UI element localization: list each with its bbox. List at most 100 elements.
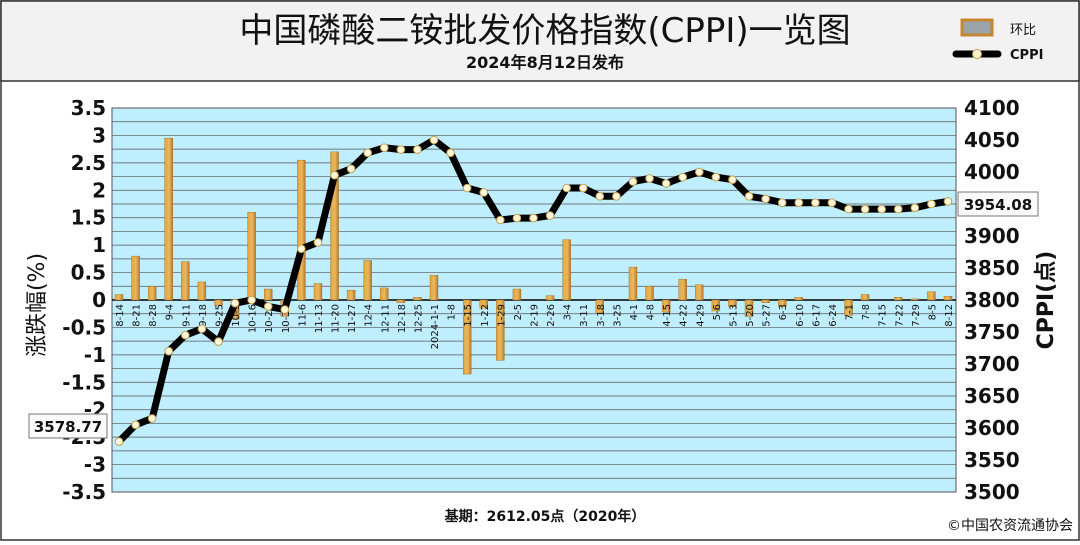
x-tick-label: 10-30 [281,304,292,333]
right-tick-label: 3800 [964,288,1020,312]
legend: 环比 CPPI [952,18,1043,63]
legend-bar-swatch [960,18,994,37]
cppi-point [927,199,936,209]
left-tick-label: -3.5 [62,480,106,504]
cppi-point [214,337,223,346]
cppi-point [413,145,422,154]
bar [628,266,638,301]
right-tick-label: 3500 [964,480,1020,504]
cppi-point [744,192,754,201]
bar [844,299,853,316]
cppi-point [595,192,605,201]
cppi-point [131,420,140,430]
x-tick-label: 12-18 [397,304,408,333]
cppi-point [794,198,804,208]
x-tick-label: 2-19 [530,304,541,327]
x-tick-label: 2-5 [513,304,524,320]
x-tick-label: 1-8 [447,304,458,320]
x-tick-label: 5-6 [712,304,723,320]
bar [363,260,372,301]
x-tick-label: 7-15 [878,304,889,327]
cppi-point [379,143,389,152]
x-tick-label: 1-22 [480,304,491,327]
bar [860,294,870,301]
x-tick-label: 4-8 [646,304,657,320]
x-tick-label: 7-8 [861,304,872,320]
cppi-point [164,346,174,356]
x-tick-label: 1-15 [463,304,474,327]
x-tick-label: 6-17 [811,304,822,327]
x-tick-label: 4-1 [629,304,640,320]
cppi-point [247,295,256,305]
x-tick-label: 9-4 [165,304,176,320]
right-tick-label: 3750 [964,320,1020,344]
left-tick-label: -1.5 [62,370,106,394]
x-tick-label: 5-13 [728,304,739,327]
bar [778,299,787,307]
bar [396,299,406,303]
right-tick-label: 3600 [964,416,1020,440]
x-tick-label: 6-24 [828,304,839,327]
x-tick-label: 8-14 [115,304,126,327]
cppi-point [197,324,207,334]
x-tick-label: 3-25 [612,304,623,327]
header-band [0,0,1080,82]
bar [462,299,472,375]
cppi-point [396,145,406,154]
left-tick-label: -0.5 [62,315,106,339]
x-tick-label: 4-29 [695,304,706,327]
x-tick-label: 3-4 [563,304,574,320]
bar [114,294,124,301]
cppi-point [363,148,373,158]
cppi-point [893,204,903,214]
last-value-callout: 3954.08 [957,191,1039,217]
bar [313,283,323,301]
cppi-point [844,204,853,214]
bar [131,255,140,301]
copyright-note: ©中国农资流通协会 [947,518,1073,534]
cppi-point [562,183,571,193]
cppi-point [578,183,588,193]
right-tick-label: 3850 [964,256,1020,280]
right-tick-label: 4100 [964,96,1020,120]
cppi-point [877,204,886,214]
bar [214,299,223,306]
left-tick-label: 3.5 [71,96,106,120]
left-tick-label: 2.5 [71,151,106,175]
bar [894,297,903,301]
base-period-note: 基期：2612.05点（2020年） [445,508,646,525]
bar [297,159,306,301]
x-tick-label: 11-27 [347,304,358,333]
bar [645,286,654,301]
right-tick-label: 3700 [964,352,1020,376]
right-tick-label: 3900 [964,224,1020,248]
x-tick-label: 5-27 [762,304,773,327]
cppi-point [230,298,240,308]
bar [264,288,273,301]
bar [910,298,920,301]
left-tick-label: 0.5 [71,261,106,285]
x-tick-label: 12-4 [364,304,375,327]
cppi-point [313,238,323,247]
bar [562,239,571,301]
left-tick-label: 3 [92,123,106,147]
cppi-point [462,183,472,193]
bar [496,299,505,361]
cppi-point [496,215,505,225]
left-axis-title: 涨跌幅(%) [25,253,50,357]
x-tick-label: 6-10 [795,304,806,327]
bar [164,137,173,301]
left-tick-label: 1 [92,233,106,257]
cppi-point [678,172,688,182]
bar [943,295,953,301]
first-value-callout: 3578.77 [28,413,108,439]
bar [380,287,389,301]
bar [147,286,157,301]
bar [413,297,422,301]
cppi-point [512,213,522,223]
legend-bar-label: 环比 [1010,23,1036,38]
x-tick-label: 9-11 [181,304,192,327]
x-tick-label: 4-22 [679,304,690,327]
cppi-point [910,203,920,213]
grid-lines [112,107,956,493]
